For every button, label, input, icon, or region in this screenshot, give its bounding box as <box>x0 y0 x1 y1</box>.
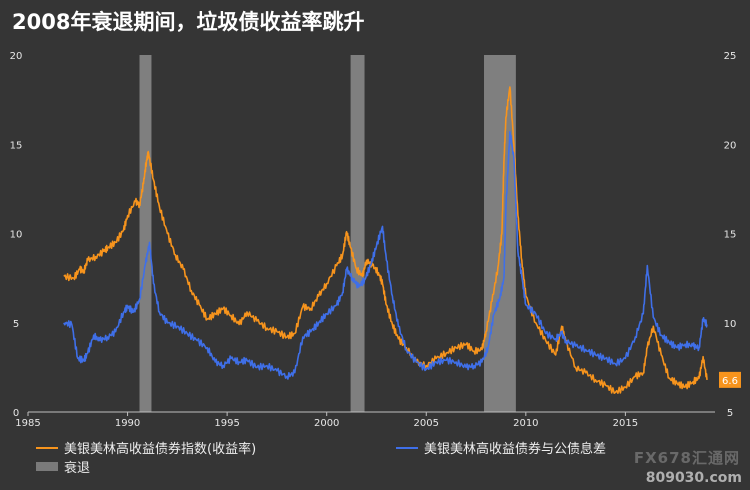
y-left-tick-label: 20 <box>10 51 23 62</box>
yield-line-swatch <box>36 446 58 449</box>
recession-band-2 <box>350 55 365 412</box>
y-left-tick-label: 10 <box>10 230 23 241</box>
legend-label-yield: 美银美林高收益债券指数(收益率) <box>64 442 257 457</box>
end-value-badge <box>719 371 741 388</box>
x-tick-label: 1985 <box>15 418 40 429</box>
x-tick-label: 2015 <box>613 418 638 429</box>
y-left-tick-label: 5 <box>13 319 19 330</box>
axes: 1985 1990 1995 2000 2005 2010 2015 0 5 10 15 20 5 10 1… <box>10 51 741 429</box>
y-right-tick-label: 15 <box>724 230 737 241</box>
x-tick-label: 1995 <box>214 418 239 429</box>
y-right-tick-label: 20 <box>724 140 737 151</box>
y-left-tick-label: 0 <box>13 408 19 419</box>
x-tick-label: 2000 <box>314 418 339 429</box>
legend-item-recession: 衰退 <box>36 457 90 476</box>
series-lines <box>63 86 708 394</box>
y-right-tick-label: 10 <box>724 319 737 330</box>
x-tick-label: 2010 <box>513 418 538 429</box>
series-line-2 <box>63 131 708 380</box>
x-tick-label: 2005 <box>414 418 439 429</box>
watermark-text: 809030.com <box>645 470 742 486</box>
recession-bands <box>139 55 516 412</box>
recession-band-1 <box>139 55 152 412</box>
y-right-tick-label: 5 <box>727 408 733 419</box>
legend-label-recession: 衰退 <box>64 461 91 476</box>
end-value-label: 6.6 <box>722 376 738 387</box>
y-left-tick-label: 15 <box>10 140 23 151</box>
chart-title: 2008年衰退期间，垃圾债收益率跳升 <box>12 10 365 34</box>
legend-label-spread: 美银美林高收益债券与公债息差 <box>424 442 607 457</box>
y-right-tick-label: 25 <box>724 51 737 62</box>
legend-item-yield: 美银美林高收益债券指数(收益率) <box>36 438 256 457</box>
watermark-logo: FX678汇通网 <box>633 449 740 467</box>
recession-swatch <box>36 462 58 471</box>
spread-line-swatch <box>396 446 418 449</box>
legend-item-spread: 美银美林高收益债券与公债息差 <box>396 438 606 457</box>
x-tick-label: 1990 <box>115 418 140 429</box>
recession-band-3 <box>484 55 516 412</box>
series-line-1 <box>63 86 708 394</box>
